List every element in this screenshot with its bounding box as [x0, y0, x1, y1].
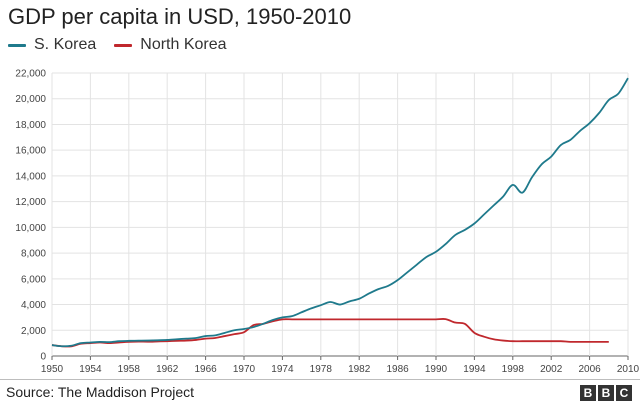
- source-note: Source: The Maddison Project: [6, 384, 195, 400]
- series-line-s-korea: [51, 77, 629, 348]
- x-tick-label: 1954: [79, 364, 102, 375]
- y-tick-label: 14,000: [15, 171, 46, 182]
- x-tick-label: 1970: [233, 364, 256, 375]
- bbc-logo: B B C: [578, 385, 632, 401]
- x-tick-label: 1982: [348, 364, 371, 375]
- y-tick-label: 10,000: [15, 223, 46, 234]
- y-tick-label: 18,000: [15, 120, 46, 131]
- legend-swatch-north-korea: [114, 43, 133, 47]
- x-tick-label: 2006: [578, 364, 601, 375]
- legend-item-north-korea: North Korea: [114, 36, 227, 54]
- x-tick-label: 1986: [386, 364, 409, 375]
- x-tick-label: 1966: [194, 364, 217, 375]
- y-tick-label: 8,000: [21, 249, 46, 260]
- x-tick-label: 1978: [310, 364, 333, 375]
- y-tick-label: 22,000: [15, 69, 46, 80]
- bbc-logo-letter: B: [580, 385, 596, 401]
- y-tick-label: 12,000: [15, 197, 46, 208]
- x-tick-label: 1994: [463, 364, 486, 375]
- x-tick-label: 1950: [41, 364, 64, 375]
- x-tick-label: 1998: [502, 364, 525, 375]
- series-line-north-korea: [51, 317, 609, 348]
- legend-label-s-korea: S. Korea: [34, 36, 97, 53]
- x-tick-label: 1974: [271, 364, 294, 375]
- legend-item-s-korea: S. Korea: [8, 36, 96, 54]
- y-tick-label: 0: [40, 352, 46, 363]
- footer-divider: [0, 379, 640, 380]
- bbc-logo-letter: B: [598, 385, 614, 401]
- legend: S. Korea North Korea: [8, 36, 245, 54]
- x-tick-label: 2010: [617, 364, 640, 375]
- y-tick-label: 2,000: [21, 326, 46, 337]
- x-tick-label: 1990: [425, 364, 448, 375]
- y-tick-label: 20,000: [15, 94, 46, 105]
- x-tick-label: 1962: [156, 364, 179, 375]
- y-tick-label: 4,000: [21, 300, 46, 311]
- legend-label-north-korea: North Korea: [140, 36, 227, 53]
- y-tick-label: 6,000: [21, 274, 46, 285]
- line-chart: 0 2,000 4,000 6,000 8,000 10,000 12,000 14,000 1…: [15, 69, 640, 376]
- bbc-logo-letter: C: [616, 385, 632, 401]
- x-tick-label: 2002: [540, 364, 563, 375]
- x-tick-label: 1958: [118, 364, 141, 375]
- legend-swatch-s-korea: [8, 43, 26, 47]
- chart-title: GDP per capita in USD, 1950-2010: [8, 4, 352, 29]
- y-tick-label: 16,000: [15, 146, 46, 157]
